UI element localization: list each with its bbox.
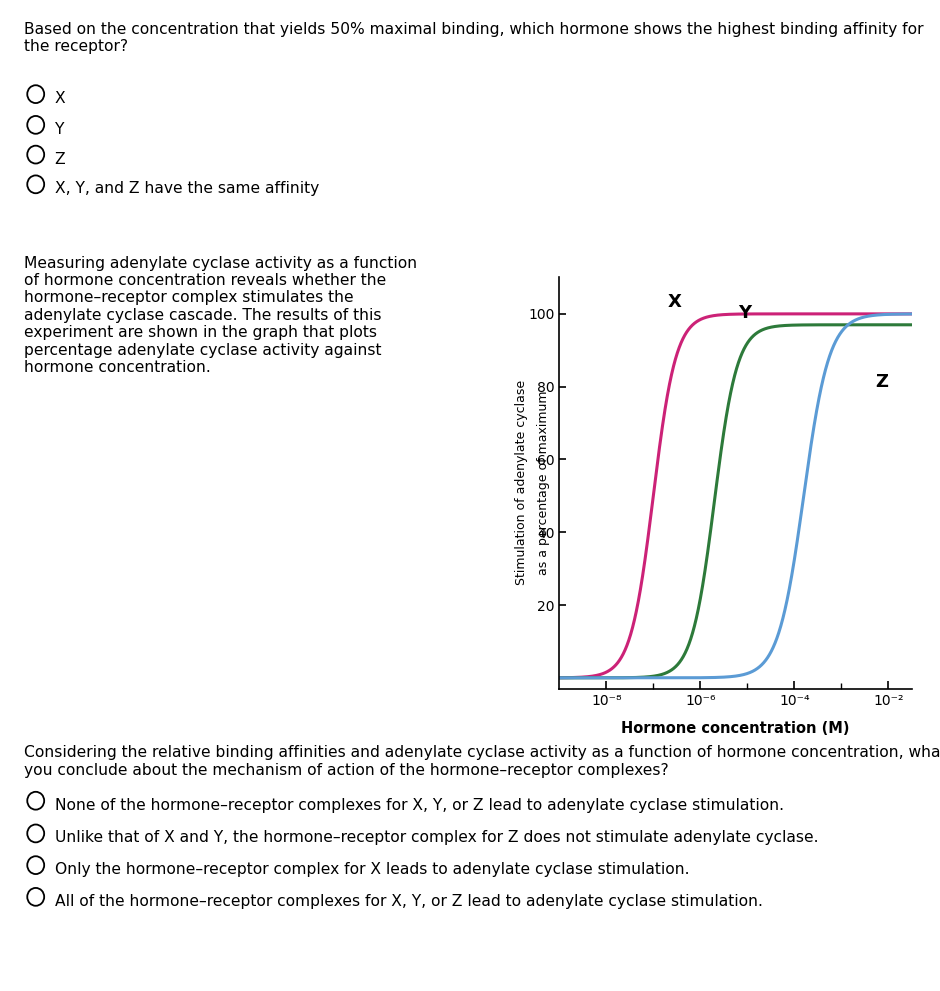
Text: Based on the concentration that yields 50% maximal binding, which hormone shows : Based on the concentration that yields 5… — [24, 22, 923, 55]
Text: Considering the relative binding affinities and adenylate cyclase activity as a : Considering the relative binding affinit… — [24, 745, 940, 778]
Text: None of the hormone–receptor complexes for X, Y, or Z lead to adenylate cyclase : None of the hormone–receptor complexes f… — [55, 798, 784, 813]
Text: Stimulation of adenylate cyclase: Stimulation of adenylate cyclase — [515, 381, 528, 585]
Text: Only the hormone–receptor complex for X leads to adenylate cyclase stimulation.: Only the hormone–receptor complex for X … — [55, 862, 689, 877]
Text: All of the hormone–receptor complexes for X, Y, or Z lead to adenylate cyclase s: All of the hormone–receptor complexes fo… — [55, 894, 762, 909]
Text: Measuring adenylate cyclase activity as a function
of hormone concentration reve: Measuring adenylate cyclase activity as … — [24, 256, 416, 375]
Text: X: X — [667, 292, 682, 310]
Text: as a percentage of maximum: as a percentage of maximum — [537, 390, 550, 575]
Text: Y: Y — [739, 303, 751, 321]
Text: Z: Z — [55, 152, 65, 166]
Text: Y: Y — [55, 122, 64, 137]
Text: Unlike that of X and Y, the hormone–receptor complex for Z does not stimulate ad: Unlike that of X and Y, the hormone–rece… — [55, 830, 818, 845]
Text: X: X — [55, 91, 65, 106]
Text: Hormone concentration (M): Hormone concentration (M) — [620, 721, 850, 736]
Text: Z: Z — [875, 373, 887, 390]
Text: X, Y, and Z have the same affinity: X, Y, and Z have the same affinity — [55, 181, 319, 196]
